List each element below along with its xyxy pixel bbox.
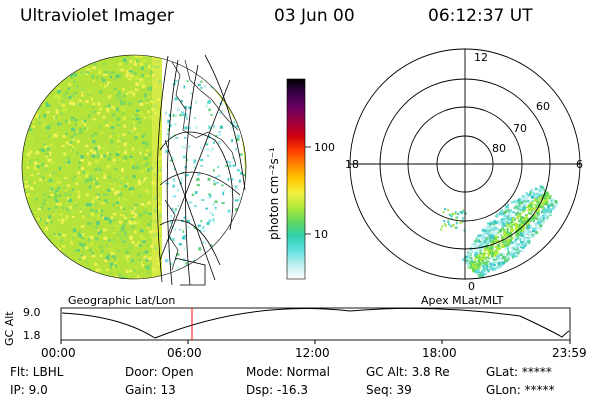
right-panel-caption: Apex MLat/MLT: [421, 294, 504, 307]
colorbar-tick-100: 100: [314, 141, 335, 154]
time-tick-0000: 00:00: [41, 346, 76, 360]
mlt-label-18: 18: [345, 158, 359, 171]
apex-polar-plot: 12 18 6 0 60 70 80: [345, 48, 583, 293]
lat-label-60: 60: [536, 100, 550, 113]
altitude-curve: [61, 307, 570, 339]
mode-info: Mode: Normal: [246, 365, 330, 379]
seq-info: Seq: 39: [366, 383, 412, 397]
gain-info: Gain: 13: [125, 383, 176, 397]
time-label: 06:12:37 UT: [428, 6, 533, 26]
door-info: Door: Open: [125, 365, 194, 379]
terminator-band: [152, 55, 162, 279]
ip-info: IP: 9.0: [10, 383, 48, 397]
filter-info: Flt: LBHL: [10, 365, 64, 379]
glon-info: GLon: *****: [486, 383, 555, 397]
altitude-ytick-bottom: 1.8: [23, 329, 41, 342]
coastlines: [164, 59, 239, 271]
time-tick-1200: 12:00: [295, 346, 330, 360]
colorbar: 100 10 photon cm⁻²s⁻¹: [267, 78, 335, 280]
time-tick-2359: 23:59: [552, 346, 587, 360]
gc-alt-info: GC Alt: 3.8 Re: [366, 365, 450, 379]
mlt-label-0: 0: [468, 280, 475, 293]
altitude-ylabel: GC Alt: [3, 311, 16, 346]
colorbar-tick-10: 10: [314, 228, 328, 241]
dsp-info: Dsp: -16.3: [246, 383, 309, 397]
date-label: 03 Jun 00: [274, 6, 355, 26]
mlt-label-12: 12: [474, 51, 488, 64]
lat-label-80: 80: [492, 142, 506, 155]
left-panel-caption: Geographic Lat/Lon: [68, 294, 175, 307]
altitude-plot: 9.0 1.8 GC Alt 00:00 06:00 12:00 18:00 2…: [3, 306, 587, 360]
glat-info: GLat: *****: [486, 365, 552, 379]
colorbar-unit-label: photon cm⁻²s⁻¹: [267, 147, 281, 240]
mlt-label-6: 6: [576, 158, 583, 171]
instrument-title: Ultraviolet Imager: [20, 6, 174, 26]
geographic-earth-image: [21, 54, 247, 286]
geographic-grid: [156, 54, 246, 286]
altitude-ytick-top: 9.0: [23, 306, 41, 319]
lat-label-70: 70: [513, 122, 527, 135]
time-tick-0600: 06:00: [167, 346, 202, 360]
time-tick-1800: 18:00: [422, 346, 457, 360]
